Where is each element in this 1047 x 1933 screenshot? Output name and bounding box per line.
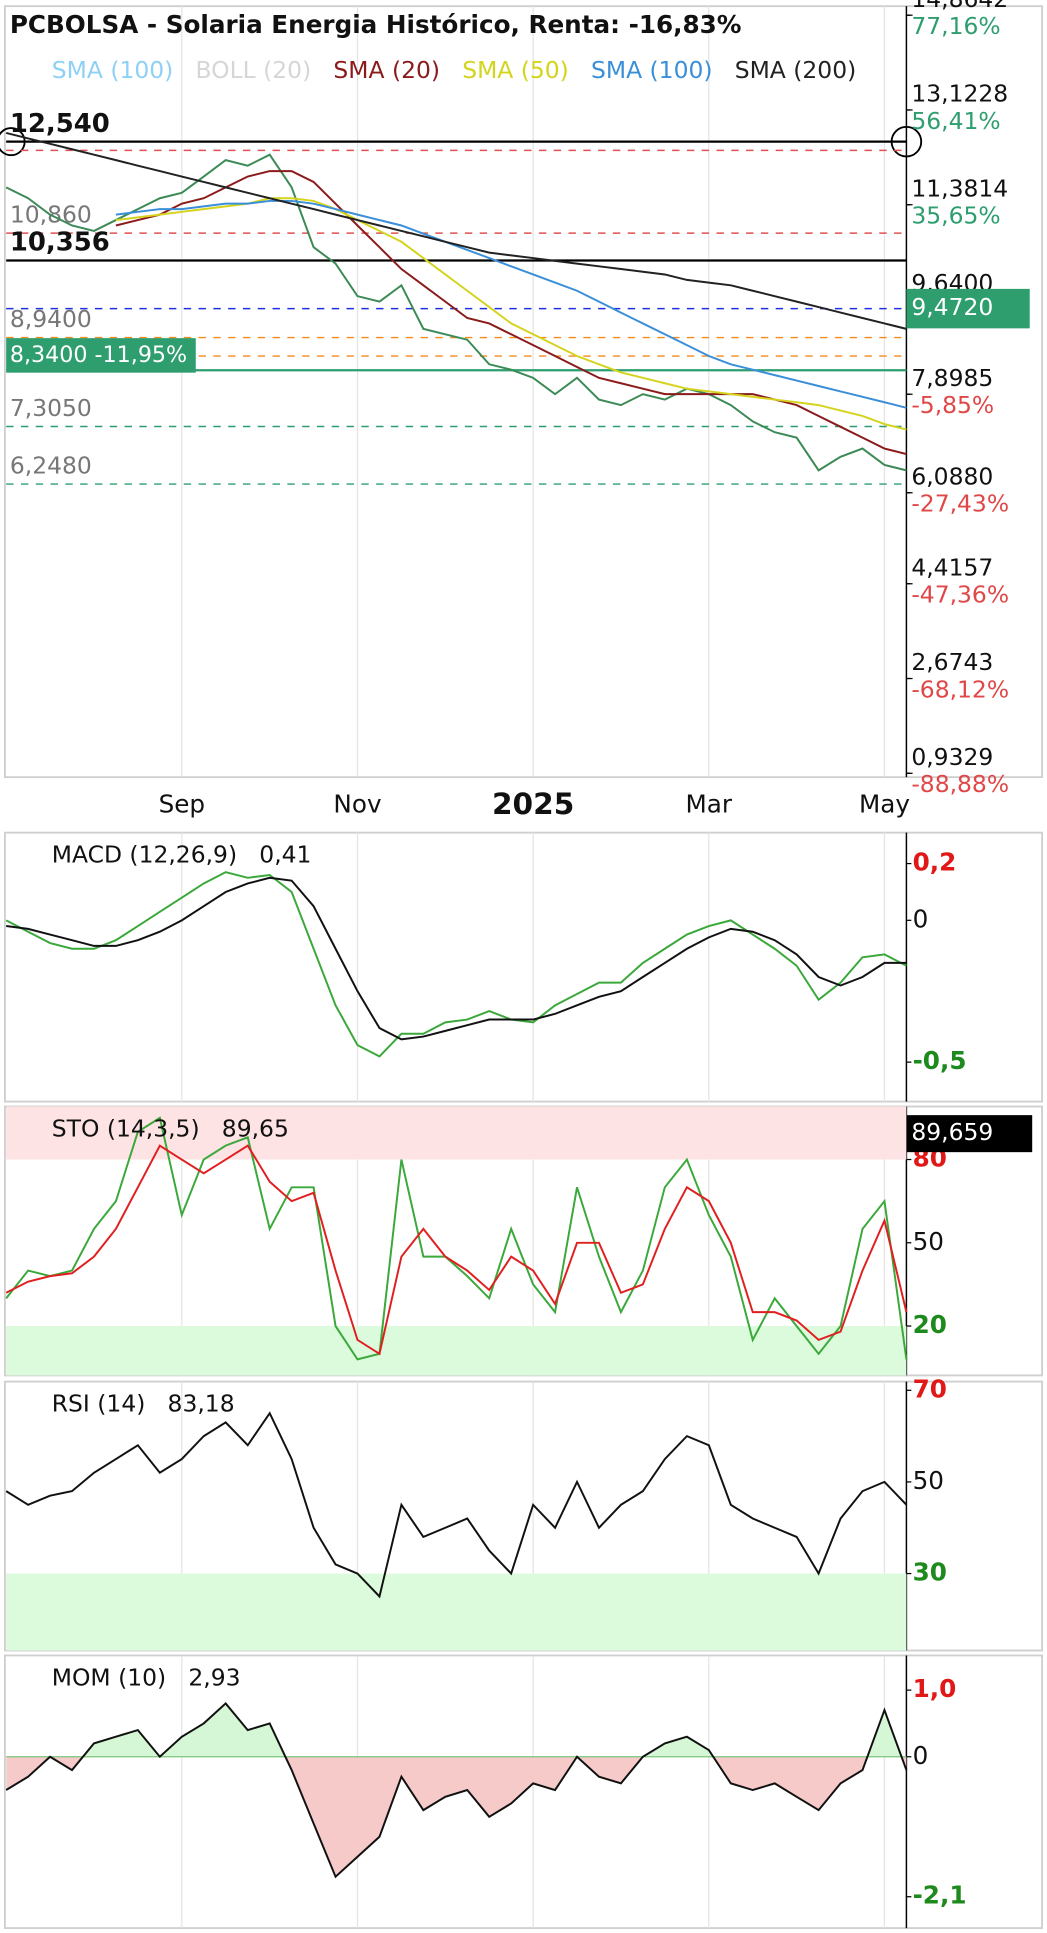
indicator-label: MOM (10): [52, 1663, 166, 1691]
indicator-readout: 83,18: [168, 1390, 235, 1418]
panel-frame: [4, 1654, 1043, 1929]
y2-tick-label: -68,12%: [911, 675, 1009, 703]
readout-badge: [906, 1115, 1033, 1153]
legend-entry: SMA (200): [735, 56, 857, 84]
indicator-readout: 0,41: [259, 841, 311, 869]
legend-entry: SMA (50): [462, 56, 569, 84]
y2-tick-label: -88,88%: [911, 770, 1009, 798]
y2-tick-label: -27,43%: [911, 490, 1009, 518]
y-tick-label: 0: [913, 904, 929, 933]
series-line: [5, 871, 907, 1058]
y-tick-label: 30: [913, 1558, 947, 1587]
y2-tick-label: 56,41%: [911, 107, 1000, 135]
y-tick-label: 0,2: [913, 848, 957, 877]
level-label: 10,356: [10, 228, 110, 258]
legend-entry: SMA (100): [52, 56, 174, 84]
y-tick-label: 13,1228: [911, 80, 1008, 108]
y-tick-label: 14,8642: [911, 0, 1008, 13]
indicator-readout: 2,93: [188, 1663, 240, 1691]
series-line: [115, 170, 907, 456]
series-line: [5, 153, 907, 472]
y-tick-label: 0,9329: [911, 743, 993, 771]
level-marker: [890, 125, 923, 158]
x-tick-label: Sep: [159, 790, 205, 819]
legend-entry: BOLL (20): [196, 56, 312, 84]
level-marker: [0, 127, 26, 157]
series-line: [5, 132, 907, 330]
series-line: [5, 1411, 908, 1599]
area-above: [6, 1703, 907, 1757]
level-label-box: [6, 338, 196, 373]
series-line: [5, 1144, 908, 1356]
series-line: [115, 199, 907, 409]
y-tick-label: 50: [913, 1466, 944, 1495]
y-tick-label: 7,8985: [911, 364, 993, 392]
y-tick-label: 1,0: [913, 1674, 957, 1703]
x-tick-label: Mar: [686, 790, 733, 819]
y-tick-label: -0,5: [913, 1046, 967, 1075]
last-price-label: 9,4720: [911, 293, 993, 321]
level-label: 8,3400 -11,95%: [10, 342, 187, 368]
zone: [6, 1326, 907, 1376]
y-tick-label: 4,4157: [911, 553, 993, 581]
y2-tick-label: 35,65%: [911, 202, 1000, 230]
y2-tick-label: -5,85%: [911, 391, 994, 419]
y-tick-label: 20: [913, 1310, 947, 1339]
indicator-label: STO (14,3,5): [52, 1114, 200, 1142]
y-tick-label: -2,1: [913, 1881, 967, 1910]
series-line: [6, 876, 907, 1041]
x-tick-label: May: [859, 790, 910, 819]
y-tick-label: 0: [913, 1741, 929, 1770]
indicator-label: MACD (12,26,9): [52, 841, 237, 869]
readout-badge-label: 89,659: [911, 1118, 993, 1146]
y-tick-label: 6,0880: [911, 462, 993, 490]
y-tick-label: 11,3814: [911, 174, 1008, 202]
y-tick-label: 50: [913, 1227, 944, 1256]
series-line: [5, 1116, 908, 1361]
level-label: 6,2480: [10, 451, 92, 479]
legend-entry: SMA (100): [591, 56, 713, 84]
y-tick-label: 70: [913, 1374, 947, 1403]
y2-tick-label: 77,16%: [911, 12, 1000, 40]
area-below: [6, 1756, 907, 1877]
y2-tick-label: -47,36%: [911, 581, 1009, 609]
zone: [6, 1573, 907, 1651]
series-line: [5, 1702, 908, 1879]
indicator-label: RSI (14): [52, 1390, 146, 1418]
level-label: 12,540: [10, 109, 110, 139]
panel-frame: [4, 831, 1043, 1103]
x-tick-label: 2025: [492, 787, 574, 821]
chart-title: PCBOLSA - Solaria Energia Histórico, Ren…: [10, 10, 742, 39]
panel-frame: [4, 5, 1043, 779]
legend-entry: SMA (20): [333, 56, 440, 84]
level-label: 7,3050: [10, 394, 92, 422]
level-label: 8,9400: [10, 305, 92, 333]
y-tick-label: 2,6743: [911, 648, 993, 676]
last-price-box: [906, 288, 1030, 329]
x-tick-label: Nov: [333, 790, 381, 819]
indicator-readout: 89,65: [222, 1114, 289, 1142]
